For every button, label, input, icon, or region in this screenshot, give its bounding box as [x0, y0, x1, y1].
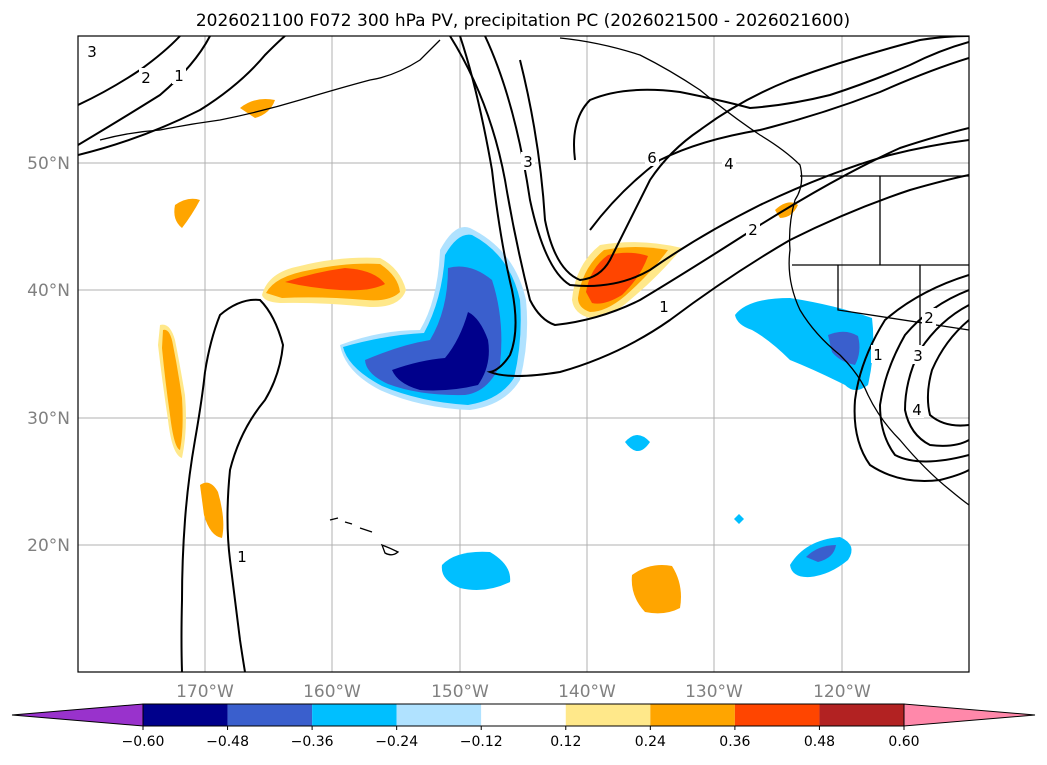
precip-region-neg-b — [735, 298, 874, 390]
colorbar-segment — [565, 704, 651, 726]
contour-label-bg — [645, 148, 659, 166]
pv-contour-1-loop — [204, 298, 285, 672]
pv-contour-labels: 3 2 1 3 6 4 2 1 1 2 3 4 1 — [85, 42, 936, 566]
contour-label: 2 — [924, 309, 934, 327]
contour-label-bg — [521, 152, 535, 170]
colorbar-extend-high — [903, 703, 1036, 727]
precip-region-neg-f — [734, 514, 744, 524]
contour-label: 4 — [724, 155, 734, 173]
colorbar-tick-label: −0.24 — [375, 734, 418, 750]
colorbar-segment — [819, 704, 904, 726]
contour-label-bg — [172, 66, 186, 84]
colorbar-tick-label: −0.36 — [291, 734, 334, 750]
colorbar-segment — [312, 704, 397, 726]
contour-label: 1 — [237, 548, 247, 566]
colorbar: −0.60 −0.48 −0.36 −0.24 −0.12 0.12 0.24 0.36 0.4… — [11, 703, 1036, 750]
contour-label: 3 — [913, 347, 923, 365]
precip-region-neg-b2 — [828, 331, 860, 365]
western-us-state-borders — [792, 176, 969, 345]
lat-tick-label: 20°N — [27, 536, 70, 556]
lat-tick-label: 30°N — [27, 409, 70, 429]
pv-contour-east-3 — [903, 304, 969, 447]
precip-region-pos-a3 — [285, 268, 385, 291]
contour-label-bg — [139, 68, 153, 86]
contour-label: 2 — [748, 221, 758, 239]
contour-label: 3 — [523, 153, 533, 171]
contour-label-bg — [657, 297, 671, 315]
colorbar-tick-label: −0.48 — [206, 734, 249, 750]
precip-region-neg-c — [441, 551, 511, 590]
colorbar-tick-label: −0.60 — [122, 734, 165, 750]
precip-region-pos-e — [200, 482, 224, 538]
contour-label: 1 — [174, 67, 184, 85]
hawaii-islands — [329, 517, 400, 556]
lat-tick-label: 40°N — [27, 281, 70, 301]
pv-contour-east-1 — [853, 274, 969, 482]
pv-contour-central-3 — [449, 36, 969, 327]
colorbar-tick-label: 0.60 — [888, 734, 919, 750]
colorbar-segment — [227, 704, 313, 726]
contour-label-bg — [722, 154, 736, 172]
contour-label-bg — [910, 400, 924, 418]
precip-region-pos-g — [631, 565, 681, 614]
precip-region-pos-d — [174, 198, 200, 228]
colorbar-extend-low — [11, 703, 144, 727]
contour-label-bg — [746, 220, 760, 238]
alaska-panhandle-coastline — [559, 37, 969, 506]
contour-label: 1 — [659, 298, 669, 316]
lon-tick-label: 130°W — [685, 682, 743, 702]
lon-tick-label: 160°W — [303, 682, 361, 702]
pv-contour-central-outer — [459, 36, 969, 377]
pv-contour-central-2 — [484, 36, 969, 287]
pv-contour-east-4 — [926, 319, 969, 427]
latitude-labels: 50°N 40°N 30°N 20°N — [27, 154, 70, 556]
pv-contour-west-2 — [78, 36, 211, 146]
pv-contour-loop-central — [519, 36, 969, 282]
pv-contour-west-1 — [78, 36, 286, 156]
pv-contours — [78, 36, 969, 672]
precip-region-neg-d2 — [806, 545, 836, 562]
lon-tick-label: 150°W — [431, 682, 489, 702]
colorbar-tick-label: 0.24 — [635, 734, 666, 750]
colorbar-tick-label: 0.48 — [804, 734, 835, 750]
contour-label-bg — [235, 547, 249, 565]
aleutian-coastline — [99, 39, 441, 141]
pv-contour-4 — [589, 57, 969, 231]
contour-label-bg — [871, 345, 885, 363]
precip-region-pos-c2 — [162, 329, 183, 450]
pv-contour-6 — [573, 41, 969, 161]
contour-label: 3 — [87, 43, 97, 61]
precip-region-neg-e — [625, 435, 650, 451]
contour-label: 2 — [141, 69, 151, 87]
colorbar-segment — [143, 704, 228, 726]
colorbar-segment — [650, 704, 735, 726]
colorbar-segment — [481, 704, 566, 726]
contour-label: 1 — [873, 346, 883, 364]
pv-contour-1-west — [180, 371, 206, 672]
precip-region-neg-48 — [392, 312, 489, 391]
contour-label-bg — [85, 42, 99, 60]
colorbar-segment — [396, 704, 482, 726]
colorbar-frame — [142, 703, 905, 727]
longitude-labels: 170°W 160°W 150°W 140°W 130°W 120°W — [176, 682, 871, 702]
colorbar-tick-label: 0.36 — [719, 734, 750, 750]
contour-label: 6 — [647, 149, 657, 167]
chart-title: 2026021100 F072 300 hPa PV, precipitatio… — [196, 11, 850, 31]
precip-regions — [158, 99, 874, 614]
contour-label: 4 — [912, 401, 922, 419]
contour-label-bg — [911, 346, 925, 364]
lon-tick-label: 170°W — [176, 682, 234, 702]
lat-tick-label: 50°N — [27, 154, 70, 174]
lon-tick-label: 120°W — [813, 682, 871, 702]
colorbar-tick-label: 0.12 — [550, 734, 581, 750]
colorbar-segment — [734, 704, 820, 726]
contour-label-bg — [922, 308, 936, 326]
map-frame — [77, 35, 970, 673]
colorbar-tick-label: −0.12 — [460, 734, 503, 750]
lon-tick-label: 140°W — [558, 682, 616, 702]
precip-region-pos-b3 — [586, 252, 648, 304]
